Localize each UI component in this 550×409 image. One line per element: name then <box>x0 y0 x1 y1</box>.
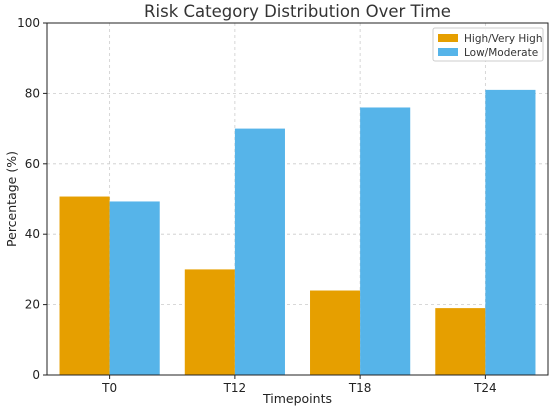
bar-low-moderate <box>234 128 285 375</box>
legend-items: High/Very High Low/Moderate <box>438 33 543 59</box>
bar-low-moderate <box>360 107 411 375</box>
plot-frame <box>46 22 549 376</box>
legend-swatch <box>438 34 458 42</box>
bar-high-very-high <box>184 269 235 375</box>
x-tick-label: T24 <box>473 381 497 395</box>
y-tick-label: 20 <box>25 298 40 312</box>
axis-ticks: 0 20 40 60 80 100 T0 T12 T18 T24 <box>17 16 497 395</box>
x-tick-label: T0 <box>101 381 117 395</box>
legend-label: High/Very High <box>464 33 543 45</box>
bar-low-moderate <box>485 89 536 375</box>
bar-high-very-high <box>59 196 110 375</box>
legend-box <box>432 27 544 62</box>
y-axis-label: Percentage (%) <box>4 151 19 247</box>
legend-swatch <box>438 48 458 56</box>
chart-title: Risk Category Distribution Over Time <box>144 2 451 21</box>
x-axis-label: Timepoints <box>262 391 332 406</box>
y-tick-label: 0 <box>32 368 40 382</box>
y-tick-label: 80 <box>25 86 40 100</box>
x-tick-label: T12 <box>223 381 247 395</box>
bar-high-very-high <box>435 308 486 375</box>
bar-low-moderate <box>109 201 160 375</box>
x-tick-label: T18 <box>348 381 372 395</box>
bars <box>59 89 536 375</box>
y-tick-label: 100 <box>17 16 40 30</box>
y-tick-label: 40 <box>25 227 40 241</box>
y-tick-label: 60 <box>25 157 40 171</box>
legend: High/Very High Low/Moderate <box>432 27 544 62</box>
bar-high-very-high <box>310 290 361 375</box>
legend-label: Low/Moderate <box>464 47 538 59</box>
